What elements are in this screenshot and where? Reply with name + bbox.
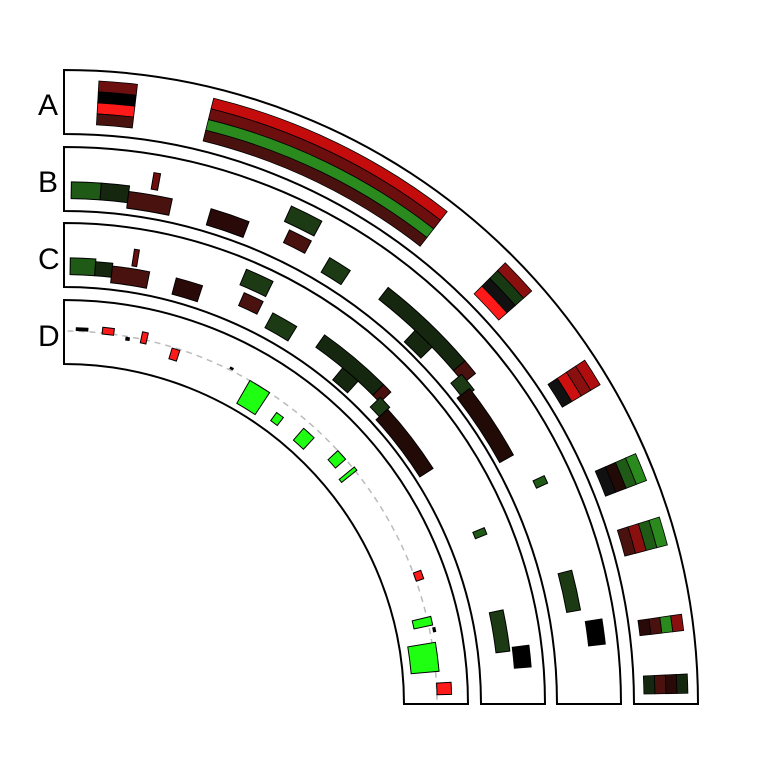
feature-block bbox=[532, 474, 549, 489]
track-c-blocks bbox=[69, 248, 532, 669]
feature-block bbox=[332, 367, 359, 394]
track-d-blocks bbox=[67, 326, 453, 701]
track-label-c: C bbox=[38, 243, 60, 276]
heatmap-cell bbox=[616, 526, 636, 557]
heatmap-cell bbox=[202, 129, 428, 247]
feature-block bbox=[168, 347, 181, 362]
feature-block bbox=[125, 336, 131, 342]
feature-block bbox=[338, 466, 358, 484]
feature-block bbox=[320, 257, 351, 286]
feature-block bbox=[69, 257, 97, 277]
feature-block bbox=[292, 427, 315, 450]
heatmap-cell bbox=[642, 675, 656, 695]
feature-block bbox=[150, 171, 162, 191]
track-label-b: B bbox=[38, 166, 58, 199]
feature-block bbox=[171, 277, 204, 303]
feature-block bbox=[412, 569, 425, 582]
feature-block bbox=[101, 326, 116, 336]
track-marks bbox=[67, 80, 689, 701]
track-label-a: A bbox=[38, 89, 58, 122]
heatmap-cell bbox=[637, 618, 652, 637]
heatmap-cell bbox=[547, 377, 573, 408]
feature-block bbox=[237, 292, 264, 315]
feature-block bbox=[239, 268, 274, 298]
feature-block bbox=[269, 411, 285, 427]
feature-block bbox=[432, 626, 437, 633]
feature-block bbox=[584, 618, 606, 647]
feature-block bbox=[236, 379, 271, 416]
heatmap-cell bbox=[653, 674, 667, 695]
track-frame-d bbox=[63, 298, 470, 705]
track-label-d: D bbox=[38, 320, 60, 353]
feature-block bbox=[131, 248, 140, 268]
feature-block bbox=[327, 449, 347, 469]
feature-block bbox=[436, 681, 453, 696]
track-a-heatmap bbox=[96, 80, 689, 695]
feature-block bbox=[70, 181, 102, 201]
heatmap-cell bbox=[675, 673, 689, 694]
feature-block bbox=[488, 609, 511, 654]
feature-block bbox=[557, 569, 582, 614]
feature-block bbox=[264, 312, 298, 342]
feature-block bbox=[407, 641, 440, 675]
feature-block bbox=[282, 229, 312, 254]
feature-block bbox=[110, 265, 151, 289]
feature-block bbox=[126, 190, 173, 216]
heatmap-cell bbox=[594, 466, 617, 497]
feature-block bbox=[411, 615, 434, 630]
feature-block bbox=[99, 182, 131, 204]
feature-block bbox=[94, 261, 114, 278]
baseline bbox=[67, 330, 438, 701]
feature-block bbox=[511, 644, 532, 669]
feature-block bbox=[456, 387, 515, 464]
feature-block bbox=[283, 205, 323, 237]
heatmap-cell bbox=[96, 113, 135, 129]
feature-block bbox=[75, 327, 89, 332]
heatmap-cell bbox=[664, 674, 678, 695]
feature-block bbox=[375, 408, 434, 478]
feature-block bbox=[229, 366, 235, 371]
heatmap-cell bbox=[473, 285, 508, 321]
track-frame-b bbox=[63, 145, 623, 705]
feature-block bbox=[139, 331, 149, 345]
track-b-blocks bbox=[70, 171, 606, 647]
feature-block bbox=[472, 526, 488, 540]
feature-block bbox=[403, 329, 433, 359]
feature-block bbox=[205, 208, 250, 239]
